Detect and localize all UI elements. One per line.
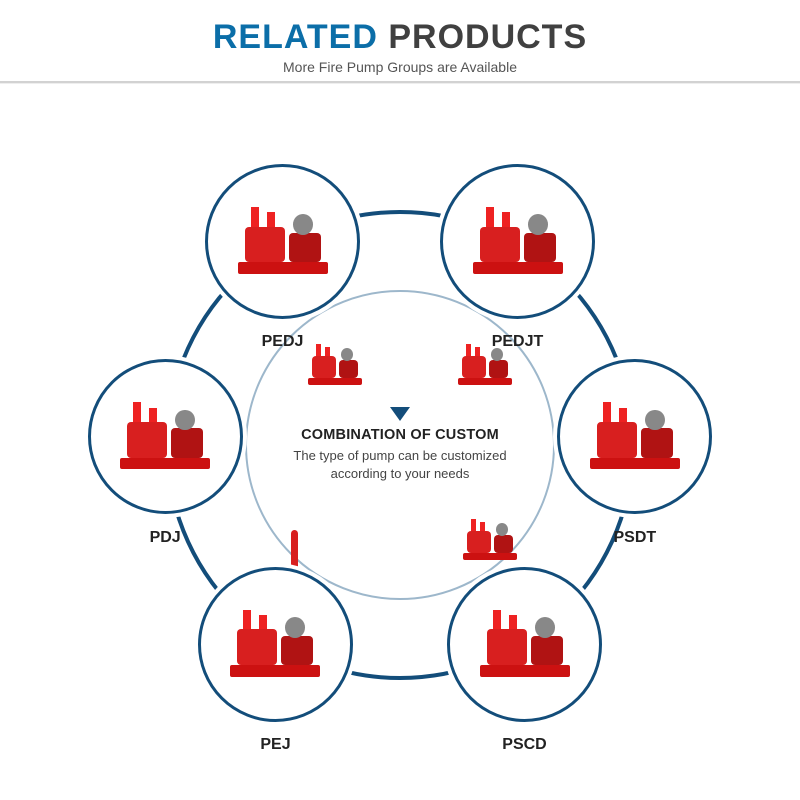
product-label-pedj: PEDJ [203,333,363,351]
header: RELATED PRODUCTS More Fire Pump Groups a… [0,0,800,75]
product-pedj[interactable] [205,164,360,319]
pump-icon [225,612,325,677]
chevron-down-icon [390,407,410,421]
hub-text: The type of pump can be customized accor… [287,447,513,482]
product-pdj[interactable] [88,359,243,514]
product-label-pej: PEJ [195,736,355,754]
hub-mini-pump [460,520,520,560]
product-label-pscd: PSCD [445,736,605,754]
pump-icon [115,404,215,469]
product-label-pedjt: PEDJT [438,333,598,351]
product-label-psdt: PSDT [555,529,715,547]
product-pej[interactable] [198,567,353,722]
diagram-stage: COMBINATION OF CUSTOM The type of pump c… [0,95,800,800]
pump-icon [233,209,333,274]
title-highlight: RELATED [213,18,378,56]
subtitle: More Fire Pump Groups are Available [0,59,800,75]
pump-icon [585,404,685,469]
pump-icon [475,612,575,677]
hub-title: COMBINATION OF CUSTOM [301,427,499,443]
pump-icon [460,520,520,560]
page-title: RELATED PRODUCTS [0,18,800,57]
pump-icon [468,209,568,274]
product-pscd[interactable] [447,567,602,722]
product-pedjt[interactable] [440,164,595,319]
title-rest: PRODUCTS [378,18,587,56]
product-label-pdj: PDJ [85,529,245,547]
header-divider [0,81,800,83]
product-psdt[interactable] [557,359,712,514]
